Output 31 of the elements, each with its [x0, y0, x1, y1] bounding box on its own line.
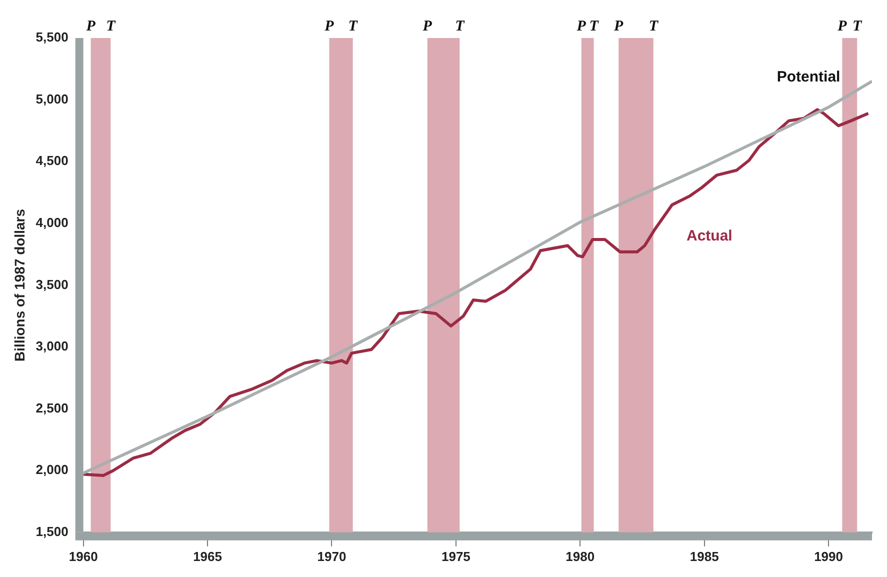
series-label: Potential: [776, 68, 840, 86]
x-tick-label: 1980: [566, 548, 595, 564]
x-tick-label: 1965: [193, 548, 222, 564]
text: T: [589, 18, 600, 34]
text: P: [86, 18, 96, 34]
text: P: [422, 18, 433, 34]
x-tick-label: 1975: [441, 548, 470, 564]
y-tick-label: 1,500: [36, 524, 68, 539]
text: P: [614, 18, 624, 34]
y-axis-title: Billions of 1987 dollars: [11, 208, 28, 362]
text: P: [838, 18, 848, 34]
text: T: [852, 18, 863, 34]
y-tick-label: 4,500: [36, 153, 68, 168]
text: T: [106, 18, 116, 34]
text: T: [348, 18, 358, 34]
x-tick-label: 1970: [317, 548, 346, 564]
y-tick-label: 2,000: [36, 462, 68, 478]
y-tick-label: 3,000: [36, 338, 68, 354]
y-tick-label: 3,500: [36, 276, 68, 292]
x-tick-label: 1985: [690, 548, 719, 564]
y-tick-label: 5,500: [36, 30, 68, 45]
y-tick-label: 2,500: [36, 400, 68, 416]
text: T: [455, 18, 466, 34]
x-tick-label: 1960: [68, 548, 98, 564]
series-label: Actual: [686, 227, 732, 244]
text: T: [648, 18, 659, 34]
text: P: [324, 18, 335, 34]
x-tick-label: 1990: [814, 548, 843, 564]
text: P: [576, 18, 587, 34]
y-tick-label: 5,000: [36, 91, 68, 106]
y-tick-label: 4,000: [36, 214, 68, 230]
